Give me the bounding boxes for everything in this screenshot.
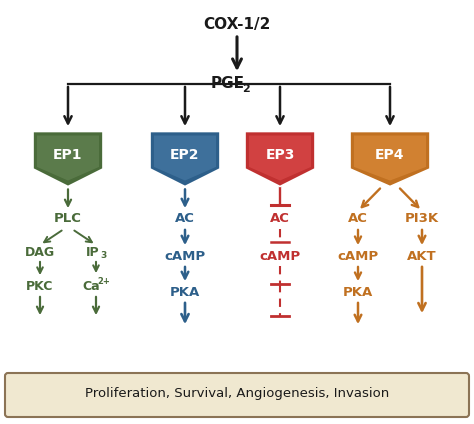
Polygon shape [37,136,99,181]
Text: PKC: PKC [27,279,54,293]
Polygon shape [245,131,315,187]
Text: 3: 3 [101,251,107,260]
Text: PGE: PGE [211,76,245,92]
Text: PKA: PKA [170,285,200,298]
Text: AC: AC [175,212,195,226]
Text: PKA: PKA [343,285,373,298]
Text: EP3: EP3 [265,148,295,162]
Text: cAMP: cAMP [259,249,301,262]
Text: EP4: EP4 [375,148,405,162]
Text: PI3K: PI3K [405,212,439,226]
Text: COX-1/2: COX-1/2 [203,17,271,31]
FancyBboxPatch shape [5,373,469,417]
Text: DAG: DAG [25,245,55,259]
Text: AC: AC [270,212,290,226]
Text: EP1: EP1 [53,148,83,162]
Text: 2: 2 [242,84,250,94]
Text: AKT: AKT [407,249,437,262]
Polygon shape [150,131,220,187]
Text: AC: AC [348,212,368,226]
Polygon shape [249,136,311,181]
Polygon shape [33,131,103,187]
Polygon shape [354,136,426,181]
Text: Ca: Ca [82,279,100,293]
Text: Proliferation, Survival, Angiogenesis, Invasion: Proliferation, Survival, Angiogenesis, I… [85,388,389,401]
Text: 2+: 2+ [98,276,110,285]
Text: cAMP: cAMP [337,249,379,262]
Text: IP: IP [86,245,100,259]
Text: cAMP: cAMP [164,249,206,262]
Polygon shape [350,131,430,187]
Text: EP2: EP2 [170,148,200,162]
Polygon shape [154,136,216,181]
Text: PLC: PLC [54,212,82,226]
